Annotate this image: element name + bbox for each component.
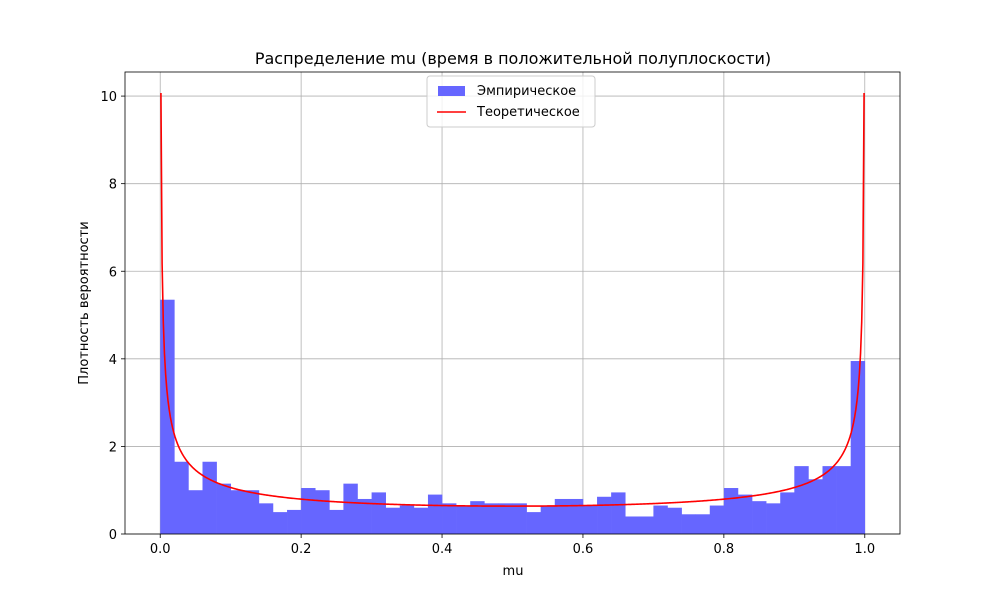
chart-title: Распределение mu (время в положительной … [255,49,771,68]
x-axis-ticks: 0.0 0.2 0.4 0.6 0.8 1.0 [150,534,875,557]
x-axis-label: mu [503,564,524,579]
histogram-bar [244,490,260,534]
x-tick-label: 0.6 [573,542,594,557]
histogram-bar [737,494,753,534]
legend: Эмпирическое Теоретическое [426,75,596,128]
y-tick-label: 4 [109,353,117,368]
x-tick-label: 0.8 [714,542,735,557]
y-tick-label: 10 [100,90,117,105]
histogram-bar [371,492,386,534]
histogram-bar [568,498,584,534]
histogram-bar [230,490,246,534]
histogram-bar [258,503,274,534]
theoretical-curve [160,92,865,507]
histogram-bar [202,461,217,534]
histogram-bar [695,514,711,534]
histogram-bar [766,503,781,534]
x-tick-label: 1.0 [854,542,875,557]
histogram-bar [752,501,767,534]
histogram-bar [780,492,795,534]
x-tick-label: 0.2 [291,542,312,557]
histogram-bar [357,498,372,534]
y-tick-label: 0 [109,528,117,543]
histogram-bar [343,483,358,534]
histogram-bar [625,516,640,534]
histogram-bar [512,503,527,534]
histogram-bar [315,490,330,534]
histogram-bar [611,492,626,534]
histogram-bar [442,503,457,534]
legend-swatch-empirical [438,86,465,96]
histogram-bar [216,483,231,534]
histogram-bar [850,361,866,534]
legend-label-empirical: Эмпирическое [477,84,576,99]
legend-box [426,75,596,128]
histogram-bar [836,466,851,534]
y-tick-label: 2 [109,440,117,455]
histogram-bar [399,505,415,534]
histogram-bar [597,496,612,534]
histogram-bar [456,505,471,534]
histogram-bar [287,509,302,534]
histogram-bar [188,490,203,534]
histogram-bar [808,479,823,534]
histogram-bar [498,503,513,534]
y-axis-ticks: 0 2 4 6 8 10 [100,90,125,543]
histogram-bar [385,507,401,534]
histogram-bars [160,299,866,534]
histogram-bar [329,509,344,534]
histogram-bar [822,466,837,534]
histogram-bar [470,501,485,534]
histogram-bar [709,505,725,534]
y-tick-label: 6 [109,265,117,280]
histogram-bar [301,488,316,534]
histogram-bar [681,514,696,534]
histogram-bar [272,512,288,534]
histogram-bar [723,488,739,534]
histogram-bar [526,512,541,534]
axes-frame [124,71,901,535]
histogram-bar [554,498,570,534]
legend-label-theoretical: Теоретическое [476,105,580,120]
histogram-bar [794,466,809,534]
histogram-bar [160,299,175,534]
histogram-bar [427,494,443,534]
y-axis-label: Плотность вероятности [77,221,92,384]
y-tick-label: 8 [109,178,117,193]
histogram-bar [484,503,499,534]
histogram-bar [413,507,429,534]
histogram-bar [639,516,654,534]
histogram-bar [174,461,189,534]
histogram-bar [653,505,668,534]
x-tick-label: 0.4 [432,542,453,557]
x-tick-label: 0.0 [150,542,171,557]
histogram-bar [540,505,556,534]
histogram-bar [667,507,682,534]
histogram-bar [582,505,598,534]
